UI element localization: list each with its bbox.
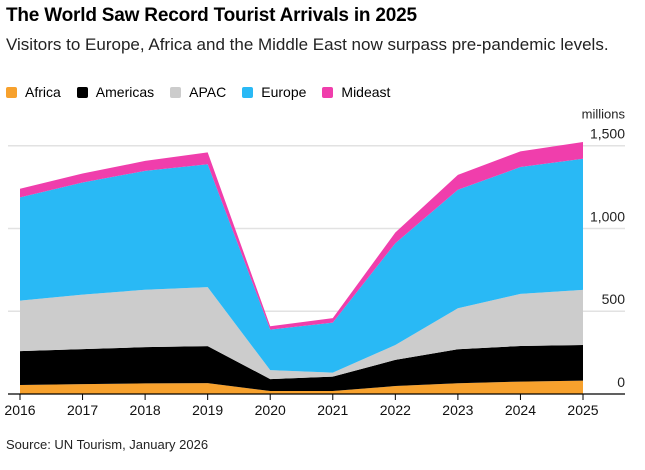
legend-label: APAC: [189, 84, 227, 100]
area-apac: [20, 287, 583, 380]
legend-label: Americas: [95, 84, 155, 100]
x-tick-label: 2024: [505, 402, 536, 418]
y-tick-label: 500: [602, 291, 626, 307]
legend-item-europe: Europe: [242, 84, 306, 100]
chart-title: The World Saw Record Tourist Arrivals in…: [6, 5, 417, 26]
x-tick-label: 2017: [67, 402, 98, 418]
y-axis-unit: millions: [582, 107, 626, 122]
area-europe: [20, 158, 583, 373]
legend-item-mideast: Mideast: [322, 84, 390, 100]
legend-label: Africa: [25, 84, 61, 100]
x-tick-label: 2018: [130, 402, 161, 418]
y-tick-label: 1,000: [590, 208, 625, 224]
x-tick-label: 2020: [255, 402, 286, 418]
legend-item-americas: Americas: [76, 84, 155, 100]
legend-item-africa: Africa: [6, 84, 61, 100]
area-mideast: [20, 142, 583, 330]
source-note: Source: UN Tourism, January 2026: [6, 437, 209, 452]
y-tick-label: 1,500: [590, 126, 625, 142]
legend-swatch: [76, 86, 88, 98]
x-tick-label: 2023: [442, 402, 473, 418]
x-tick-label: 2022: [380, 402, 411, 418]
legend-swatch: [322, 86, 334, 98]
x-tick-label: 2021: [317, 402, 348, 418]
y-tick-label: 0: [617, 374, 625, 390]
area-americas: [20, 345, 583, 392]
legend-label: Mideast: [341, 84, 391, 100]
legend-swatch: [242, 86, 254, 98]
x-tick-label: 2019: [192, 402, 223, 418]
legend: Africa Americas APAC Europe Mideast: [6, 84, 390, 100]
x-tick-label: 2016: [4, 402, 35, 418]
legend-swatch: [6, 86, 17, 98]
legend-label: Europe: [261, 84, 307, 100]
chart-subtitle: Visitors to Europe, Africa and the Middl…: [6, 35, 609, 54]
x-tick-label: 2025: [567, 402, 598, 418]
legend-item-apac: APAC: [170, 84, 226, 100]
legend-swatch: [170, 86, 182, 98]
